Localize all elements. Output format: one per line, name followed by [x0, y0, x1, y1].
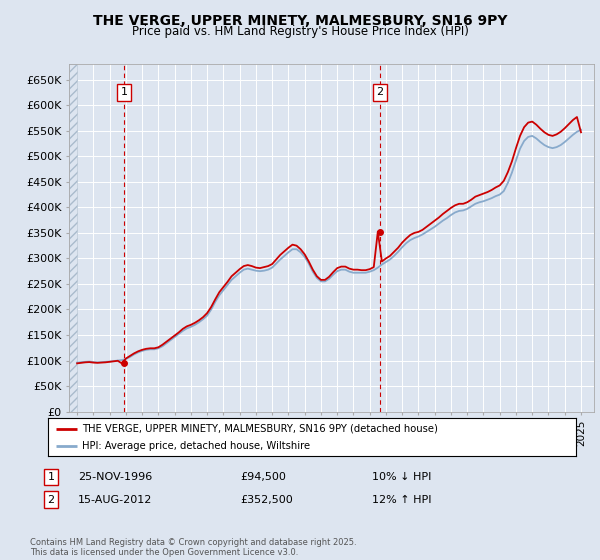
- Text: 10% ↓ HPI: 10% ↓ HPI: [372, 472, 431, 482]
- Text: Price paid vs. HM Land Registry's House Price Index (HPI): Price paid vs. HM Land Registry's House …: [131, 25, 469, 38]
- Text: THE VERGE, UPPER MINETY, MALMESBURY, SN16 9PY: THE VERGE, UPPER MINETY, MALMESBURY, SN1…: [93, 14, 507, 28]
- Text: Contains HM Land Registry data © Crown copyright and database right 2025.
This d: Contains HM Land Registry data © Crown c…: [30, 538, 356, 557]
- Text: 15-AUG-2012: 15-AUG-2012: [78, 494, 152, 505]
- Text: HPI: Average price, detached house, Wiltshire: HPI: Average price, detached house, Wilt…: [82, 441, 310, 451]
- Text: THE VERGE, UPPER MINETY, MALMESBURY, SN16 9PY (detached house): THE VERGE, UPPER MINETY, MALMESBURY, SN1…: [82, 423, 438, 433]
- Text: 2: 2: [47, 494, 55, 505]
- Text: £94,500: £94,500: [240, 472, 286, 482]
- Text: 1: 1: [47, 472, 55, 482]
- Text: £352,500: £352,500: [240, 494, 293, 505]
- Text: 12% ↑ HPI: 12% ↑ HPI: [372, 494, 431, 505]
- Text: 2: 2: [376, 87, 383, 97]
- Text: 25-NOV-1996: 25-NOV-1996: [78, 472, 152, 482]
- Text: 1: 1: [121, 87, 128, 97]
